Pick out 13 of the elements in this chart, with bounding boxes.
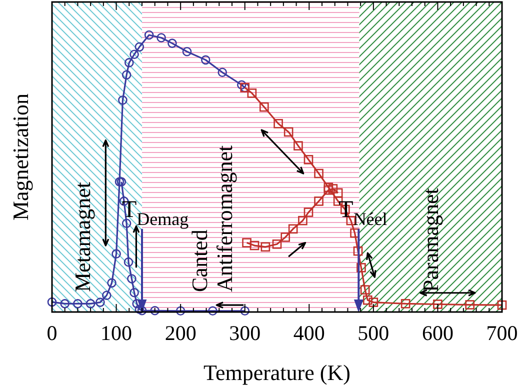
- band-label: Metamagnet: [70, 182, 95, 292]
- x-tick-label: 700: [486, 321, 518, 345]
- x-tick-label: 100: [100, 321, 132, 345]
- x-axis-title: Temperature (K): [204, 360, 350, 385]
- y-axis-title: Magnetization: [8, 93, 33, 221]
- x-tick-label: 600: [422, 321, 454, 345]
- x-tick-label: 0: [46, 321, 58, 345]
- band-label: Canted Antiferromagnet: [187, 145, 238, 292]
- x-tick-label: 200: [164, 321, 196, 345]
- x-tick-label: 500: [358, 321, 390, 345]
- x-tick-label: 400: [293, 321, 325, 345]
- x-tick-label: 300: [229, 321, 261, 345]
- band-label: Paramagnet: [418, 188, 443, 292]
